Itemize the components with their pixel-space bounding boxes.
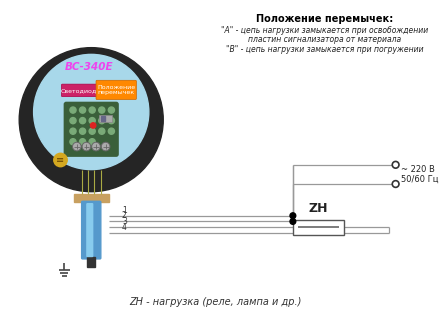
Text: 4: 4 xyxy=(122,223,127,232)
Bar xyxy=(293,220,344,235)
Text: ~ 220 В
50/60 Гц: ~ 220 В 50/60 Гц xyxy=(401,165,439,184)
Text: ВС-340Е: ВС-340Е xyxy=(65,62,113,72)
Text: "А" - цепь нагрузки замыкается при освобождении: "А" - цепь нагрузки замыкается при освоб… xyxy=(221,26,428,35)
Text: 1: 1 xyxy=(122,206,127,215)
Circle shape xyxy=(392,162,399,168)
Bar xyxy=(99,115,112,122)
Circle shape xyxy=(392,181,399,188)
FancyBboxPatch shape xyxy=(87,204,93,257)
Circle shape xyxy=(99,128,105,134)
FancyBboxPatch shape xyxy=(96,80,136,100)
Circle shape xyxy=(79,107,86,113)
Circle shape xyxy=(90,123,96,128)
FancyBboxPatch shape xyxy=(82,201,101,259)
Text: ZН: ZН xyxy=(309,202,328,215)
Circle shape xyxy=(70,117,76,124)
Bar xyxy=(74,194,108,202)
Text: Положение перемычек:: Положение перемычек: xyxy=(256,14,393,24)
Circle shape xyxy=(54,153,67,167)
FancyBboxPatch shape xyxy=(61,84,97,97)
Text: 3: 3 xyxy=(122,217,127,226)
Circle shape xyxy=(89,117,95,124)
Circle shape xyxy=(108,128,114,134)
Circle shape xyxy=(290,213,296,219)
FancyBboxPatch shape xyxy=(65,102,118,156)
Circle shape xyxy=(34,54,149,170)
Circle shape xyxy=(92,142,100,151)
Circle shape xyxy=(89,139,95,145)
Bar xyxy=(87,257,95,267)
Circle shape xyxy=(99,117,105,124)
Circle shape xyxy=(70,128,76,134)
Text: пластин сигнализатора от материала: пластин сигнализатора от материала xyxy=(248,35,401,44)
Circle shape xyxy=(89,128,95,134)
Circle shape xyxy=(79,128,86,134)
Circle shape xyxy=(290,219,296,224)
Text: ≡: ≡ xyxy=(56,155,65,165)
Circle shape xyxy=(101,142,110,151)
Circle shape xyxy=(19,48,163,192)
Circle shape xyxy=(99,107,105,113)
Text: ZН - нагрузка (реле, лампа и др.): ZН - нагрузка (реле, лампа и др.) xyxy=(129,297,302,307)
Text: Положение
перемычек: Положение перемычек xyxy=(97,84,135,95)
Circle shape xyxy=(79,117,86,124)
Text: 2: 2 xyxy=(122,212,127,220)
Text: "В" - цепь нагрузки замыкается при погружении: "В" - цепь нагрузки замыкается при погру… xyxy=(226,45,423,54)
Circle shape xyxy=(108,117,114,124)
Circle shape xyxy=(82,142,91,151)
Text: Светодиод: Светодиод xyxy=(61,88,97,93)
Circle shape xyxy=(73,142,81,151)
Circle shape xyxy=(70,107,76,113)
Circle shape xyxy=(108,107,114,113)
Circle shape xyxy=(70,139,76,145)
Circle shape xyxy=(79,139,86,145)
Circle shape xyxy=(89,107,95,113)
Bar xyxy=(101,116,105,121)
